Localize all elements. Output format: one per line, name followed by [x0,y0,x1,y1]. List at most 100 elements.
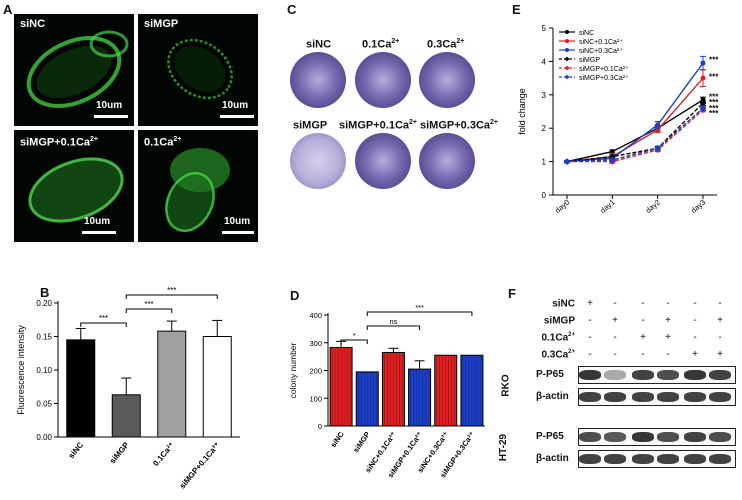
condition-mark: - [666,298,670,309]
y-tick-label: 0 [542,191,547,200]
micro-label: 0.1Ca2+ [144,136,182,149]
blot-band [657,454,679,464]
blot-band [579,432,601,442]
y-tick-label: 0.15 [36,333,52,342]
blot-band [709,370,731,380]
y-tick-label: 3 [542,91,547,100]
colony-dish [355,133,411,189]
condition-mark: - [693,315,697,326]
legend-marker [565,48,569,52]
significance-bracket [125,308,173,313]
blot-band [709,454,731,464]
cell-fluorescence-simgp [167,38,233,100]
significance-label: *** [167,286,176,295]
condition-mark: + [717,349,723,360]
bar [202,336,232,438]
scale-bar-text: 10um [96,100,123,111]
significance-label: *** [415,303,424,312]
series-line [566,107,704,163]
significance-bracket [125,294,218,299]
blot-band [657,392,679,402]
y-tick-label: 0.05 [36,400,52,409]
micro-label: siMGP+0.1Ca2+ [20,136,98,149]
condition-label: siNC [520,298,575,309]
colony-dish [290,133,346,189]
dish-label: siMGP+0.3Ca2+ [420,119,498,132]
scale-bar [94,115,128,118]
protein-label: β-actin [536,453,569,464]
data-point [655,122,661,128]
blot-band [657,432,679,442]
y-tick-label: 200 [309,367,322,376]
condition-mark: - [718,332,722,343]
colony-dish [419,52,475,108]
condition-mark: - [613,332,617,343]
x-tick-label: siMGP [108,440,131,465]
x-tick-label: day2 [644,198,662,215]
data-point [563,158,571,165]
panel-b-letter: B [40,285,50,300]
scale-bar-text: 10um [84,216,111,227]
dish-label: siNC [306,38,332,51]
blot-band [604,370,626,380]
blot-band [684,370,706,380]
significance-label: *** [709,56,719,65]
scale-bar-text: 10um [224,216,251,227]
cell-fluorescence-simgp-0.1ca [28,157,124,223]
x-tick-label: siNC [67,440,86,460]
y-tick-label: 0.10 [36,366,52,375]
series-line [566,62,704,163]
colony-dish [419,133,475,189]
series-line [566,77,704,163]
protein-label: β-actin [536,391,569,402]
blot-band [604,432,626,442]
condition-mark: - [613,349,617,360]
data-point [699,104,707,112]
significance-label: *** [99,314,108,323]
legend-entry: siNC+0.3Ca²⁺ [579,48,623,55]
condition-text: siMGP [543,315,575,327]
condition-sup: 2+ [568,332,575,338]
condition-label: siMGP [520,315,575,326]
y-tick-label: 100 [309,394,322,403]
blot-band [632,370,654,380]
legend-entry: siNC [579,30,594,37]
y-tick-label: 2 [542,124,547,133]
colony-dish [290,52,346,108]
scale-bar [222,231,254,234]
y-tick-label: 0.00 [36,433,52,442]
blot-band [579,454,601,464]
condition-mark: - [693,332,697,343]
condition-mark: - [693,298,697,309]
y-tick-label: 300 [309,339,322,348]
condition-mark: + [587,298,593,309]
series-line [566,102,704,163]
micro-label: siNC [20,18,46,30]
panel-f-letter: F [508,286,516,301]
y-tick-label: 0 [318,422,322,431]
cell-line-label: HT-29 [498,433,510,462]
x-tick-label: 0.1Ca²⁺ [151,441,176,468]
blot-band [684,454,706,464]
y-tick-label: 400 [309,311,322,320]
blot-band [579,392,601,402]
data-point [700,60,706,66]
significance-label: * [353,331,356,340]
legend-entry: siMGP+0.1Ca²⁺ [579,66,629,73]
data-point [699,99,707,107]
x-tick-label: day0 [553,198,571,215]
data-point [654,144,661,152]
condition-mark: - [588,332,592,343]
legend-marker [564,56,570,62]
blot-band [632,432,654,442]
condition-text: 0.3Ca [541,349,569,361]
y-tick-label: 1 [542,158,547,167]
panel-c-letter: C [287,2,297,17]
condition-text: siNC [552,298,575,310]
condition-mark: + [665,315,671,326]
y-tick-label: 0.20 [36,299,52,308]
blot-band [632,392,654,402]
legend-entry: siMGP+0.3Ca²⁺ [579,75,629,82]
condition-mark: + [665,332,671,343]
